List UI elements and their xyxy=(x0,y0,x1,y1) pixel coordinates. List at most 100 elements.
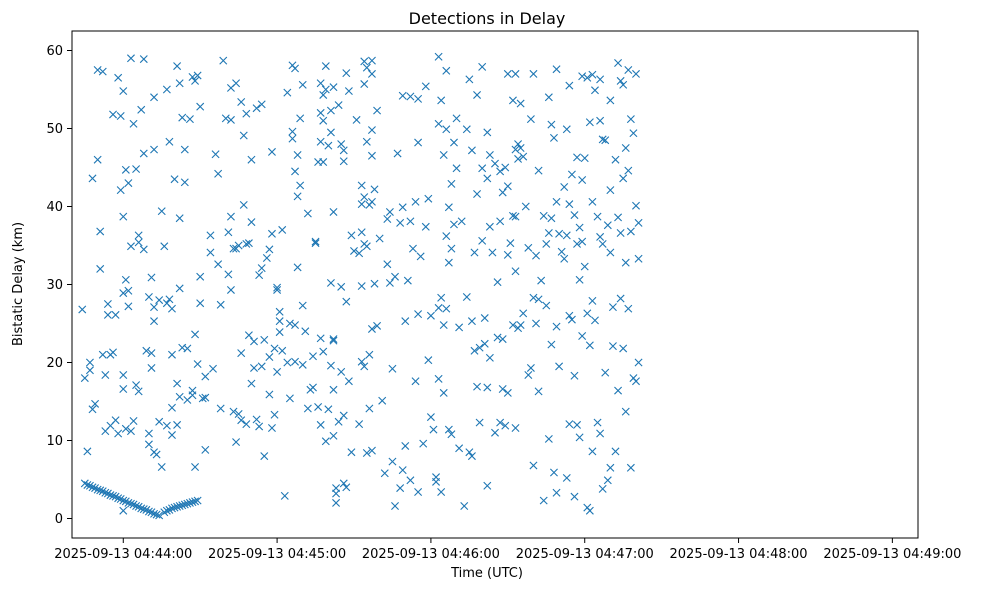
data-point xyxy=(121,424,130,433)
data-point xyxy=(555,362,564,371)
data-point xyxy=(275,307,284,316)
data-point xyxy=(247,155,256,164)
data-point xyxy=(532,319,541,328)
x-tick-label: 2025-09-13 04:46:00 xyxy=(362,547,500,562)
data-point xyxy=(193,360,202,369)
x-tick-label: 2025-09-13 04:47:00 xyxy=(516,547,654,562)
data-point xyxy=(491,159,499,168)
data-point xyxy=(611,155,620,164)
data-point xyxy=(511,69,520,78)
data-point xyxy=(119,496,128,505)
data-point xyxy=(311,239,320,248)
data-point xyxy=(555,229,564,238)
data-point xyxy=(360,57,369,66)
data-point xyxy=(421,82,430,91)
data-point xyxy=(432,477,441,486)
data-point xyxy=(616,76,625,85)
data-point xyxy=(367,324,376,333)
data-point xyxy=(173,379,182,388)
data-point xyxy=(121,165,130,174)
data-point xyxy=(606,186,615,195)
data-point xyxy=(552,488,561,497)
data-point xyxy=(578,237,587,246)
data-point xyxy=(391,502,400,511)
data-point xyxy=(298,360,307,369)
data-point xyxy=(355,249,364,258)
data-point xyxy=(352,115,361,124)
data-point xyxy=(511,145,520,154)
data-point xyxy=(634,254,643,263)
data-point xyxy=(444,425,453,434)
data-point xyxy=(401,441,410,450)
data-point xyxy=(508,96,517,105)
data-point xyxy=(547,120,556,129)
data-point xyxy=(188,391,197,400)
data-point xyxy=(488,248,497,257)
data-point xyxy=(329,207,338,216)
data-point xyxy=(283,88,292,97)
data-point xyxy=(226,115,235,124)
data-point xyxy=(460,502,469,511)
data-point xyxy=(273,367,282,376)
data-point xyxy=(293,151,302,160)
data-point xyxy=(267,229,276,238)
data-point xyxy=(91,399,100,408)
data-point xyxy=(437,487,446,496)
data-point xyxy=(144,429,153,438)
data-point xyxy=(326,361,335,370)
data-point xyxy=(316,420,325,429)
data-point xyxy=(426,311,435,320)
data-point xyxy=(470,248,479,257)
data-point xyxy=(611,447,620,456)
data-point xyxy=(126,499,135,508)
data-point xyxy=(329,335,338,344)
data-point xyxy=(534,166,543,175)
data-point xyxy=(578,72,587,81)
data-point xyxy=(96,486,105,495)
data-point xyxy=(139,149,148,158)
data-point xyxy=(132,502,141,511)
data-point xyxy=(244,239,253,248)
x-axis-ticks: 2025-09-13 04:44:00 2025-09-13 04:45:00 20… xyxy=(54,538,961,562)
data-point xyxy=(424,194,433,203)
data-point xyxy=(93,155,102,164)
data-point xyxy=(119,289,128,298)
data-point xyxy=(570,492,579,501)
data-point xyxy=(614,213,623,222)
data-point xyxy=(88,405,97,414)
data-point xyxy=(614,58,623,67)
data-point xyxy=(119,385,128,394)
data-point xyxy=(332,498,341,507)
data-point xyxy=(414,94,423,103)
data-point xyxy=(462,292,471,301)
data-point xyxy=(411,377,420,386)
data-point xyxy=(624,66,633,74)
data-point xyxy=(262,253,271,262)
data-point xyxy=(385,207,394,216)
data-point xyxy=(119,212,128,221)
data-point xyxy=(362,63,371,72)
data-point xyxy=(360,80,369,89)
data-point xyxy=(180,500,189,509)
data-point xyxy=(601,136,610,145)
data-point xyxy=(562,473,571,482)
data-point xyxy=(570,211,579,220)
data-point xyxy=(378,396,387,405)
data-point xyxy=(326,278,335,287)
data-point xyxy=(442,232,451,241)
data-point xyxy=(296,114,305,123)
data-point xyxy=(129,119,138,128)
x-tick-label: 2025-09-13 04:45:00 xyxy=(208,547,346,562)
data-point xyxy=(606,463,615,472)
data-point xyxy=(567,170,576,179)
data-point xyxy=(347,231,356,240)
data-point xyxy=(291,64,300,73)
data-point xyxy=(342,69,351,78)
data-point xyxy=(137,504,146,513)
data-point xyxy=(339,146,348,155)
data-point xyxy=(357,181,366,190)
data-point xyxy=(575,223,584,232)
y-tick-label: 30 xyxy=(46,278,63,293)
data-point xyxy=(214,169,223,178)
data-point xyxy=(98,67,107,76)
